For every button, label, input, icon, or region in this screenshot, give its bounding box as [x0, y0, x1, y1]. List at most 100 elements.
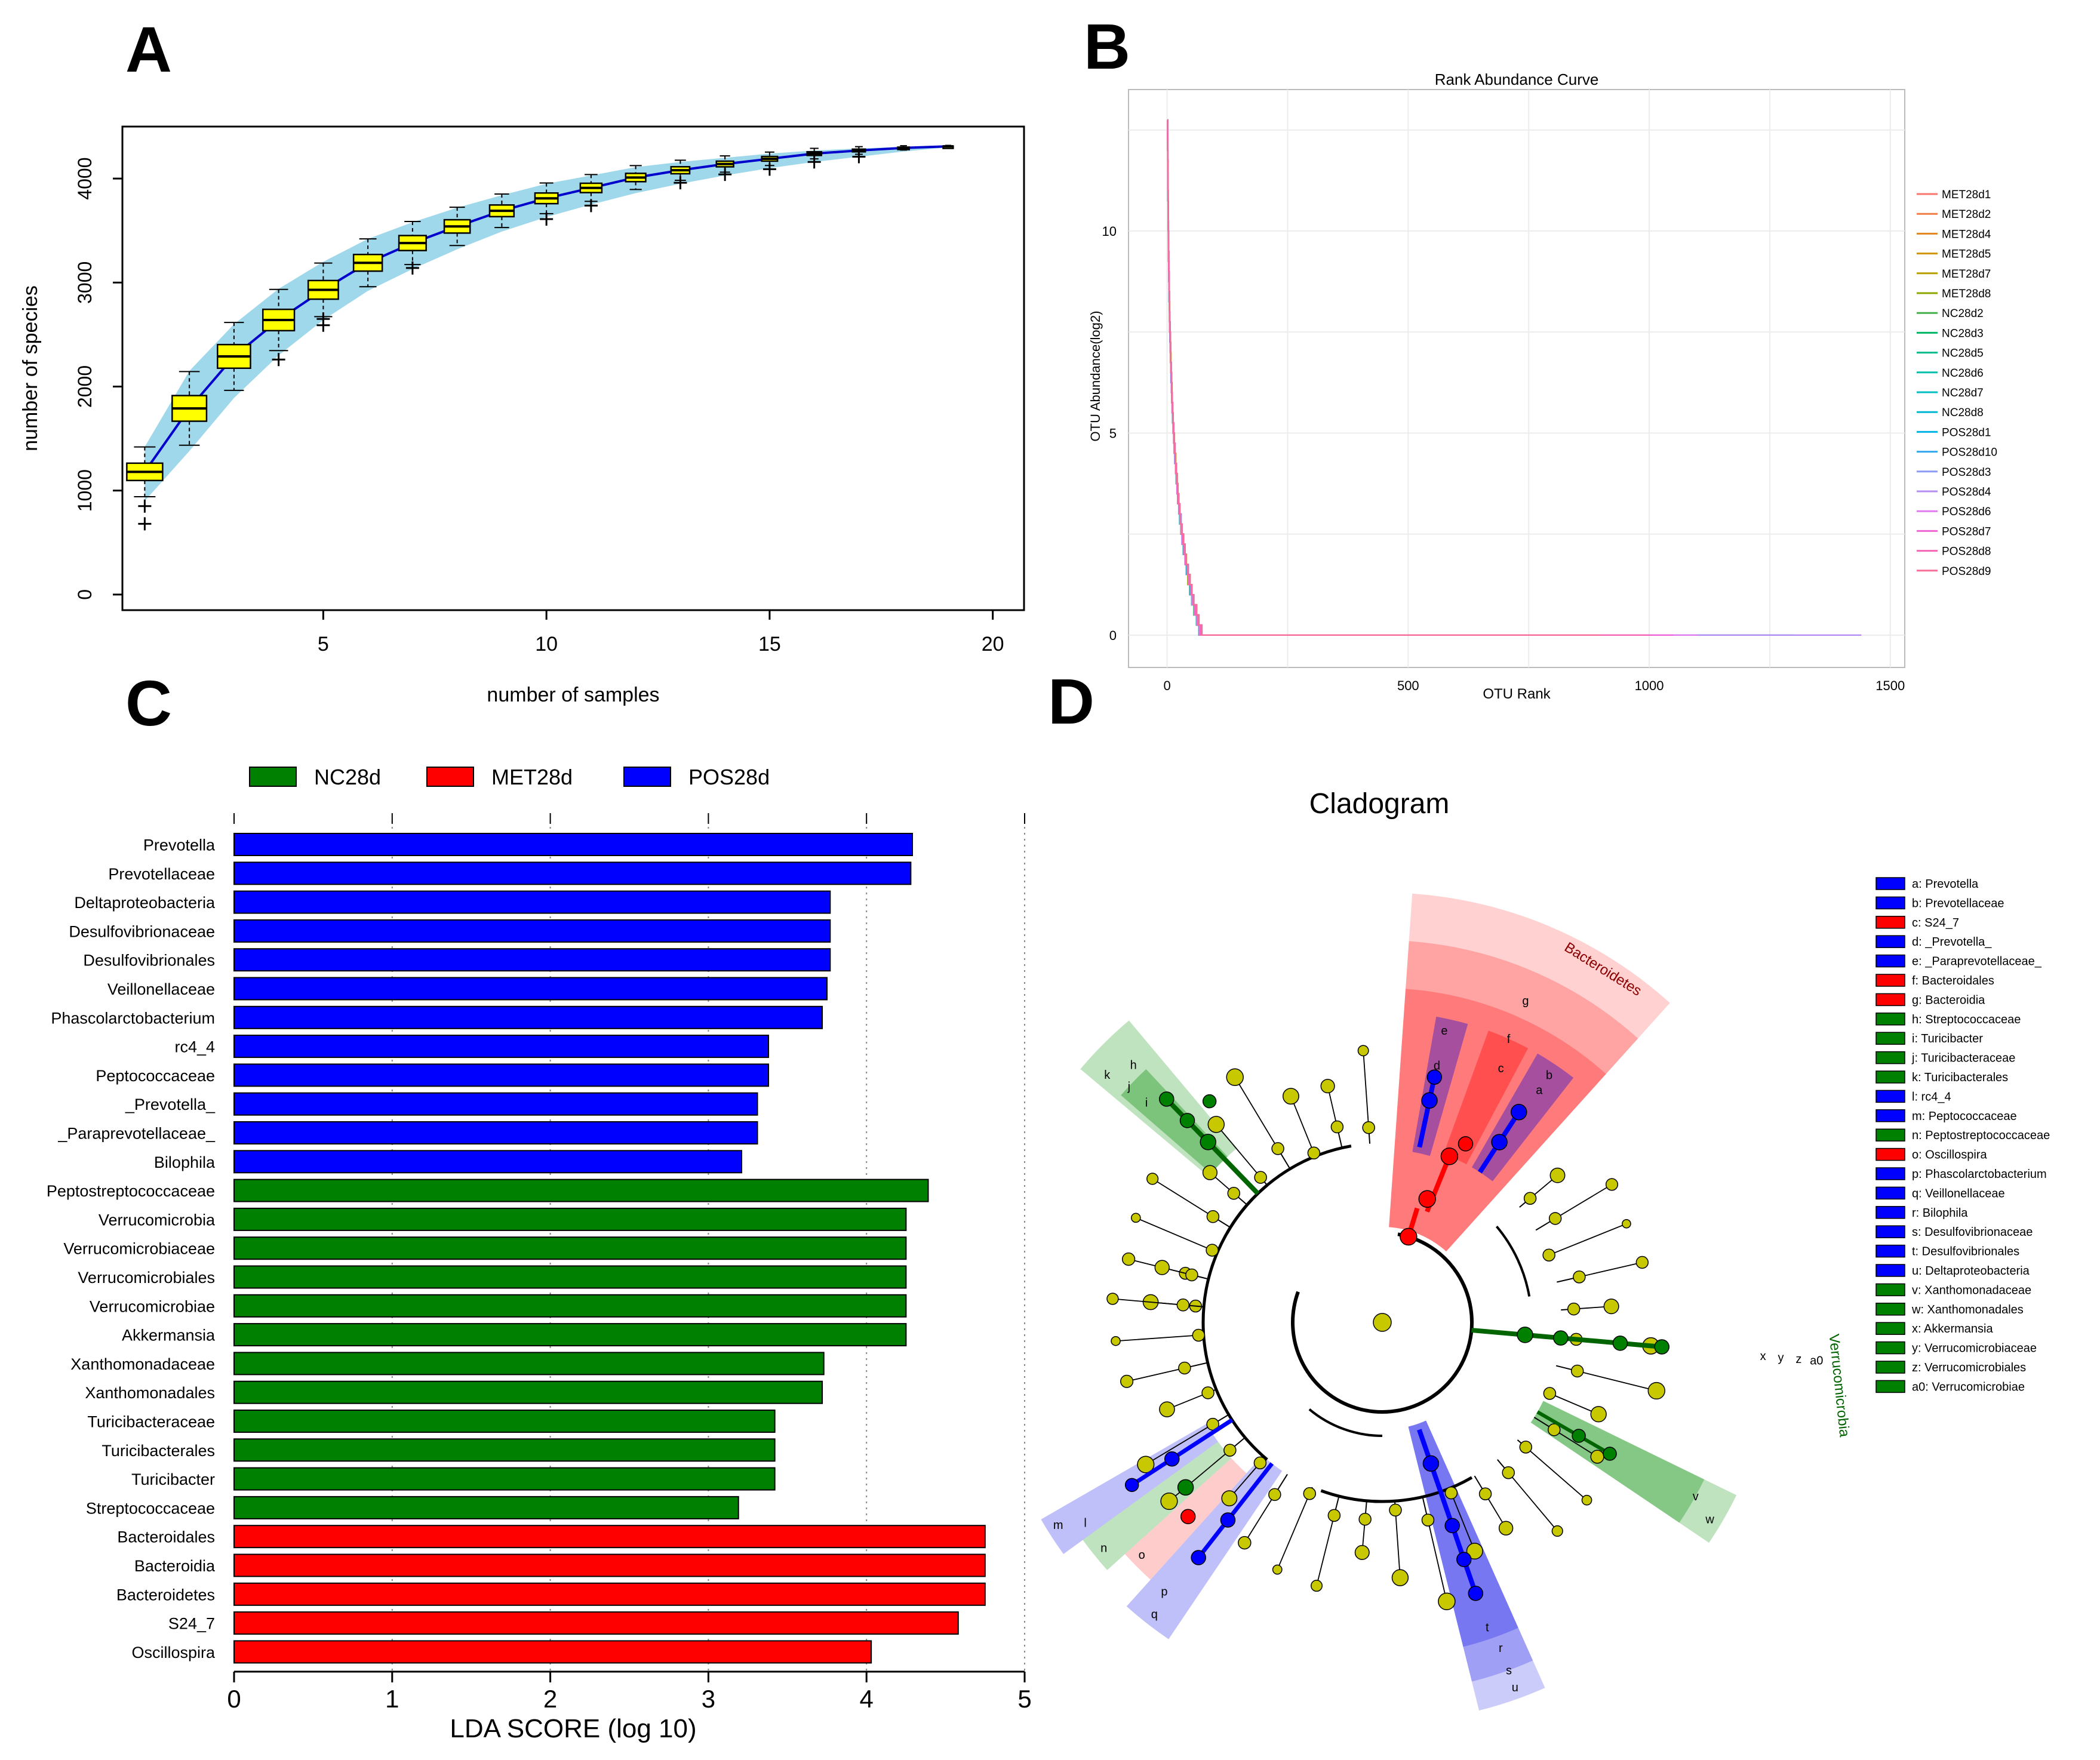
lda-bar [233, 833, 913, 856]
panel-a-xtick-label: 5 [318, 633, 329, 656]
legend-label: a0: Verrucomicrobiae [1912, 1380, 2025, 1393]
tree-branch [1363, 1050, 1370, 1128]
lda-bar [233, 1380, 823, 1404]
tree-leaf [1111, 1336, 1121, 1346]
tree-leaf [1121, 1252, 1136, 1266]
tree-branch [1316, 1515, 1335, 1586]
legend-swatch [1875, 1032, 1905, 1045]
tree-branch [1549, 1393, 1599, 1415]
lda-bar [233, 1150, 743, 1174]
clade-letter-label: m [1053, 1519, 1063, 1532]
legend-label: p: Phascolarctobacterium [1912, 1168, 2047, 1181]
legend-label: d: _Prevotella_ [1912, 936, 1992, 949]
panel-a-frame [121, 125, 1025, 611]
legend-label: z: Verrucomicrobiales [1912, 1361, 2026, 1374]
clade-letter-label: o [1139, 1549, 1145, 1562]
lda-bar [233, 1553, 986, 1577]
lda-category-label: Turicibacter [131, 1470, 215, 1488]
tree-node [1542, 1248, 1555, 1261]
legend-label: NC28d2 [1942, 307, 1984, 320]
legend-label: h: Streptococcaceae [1912, 1013, 2021, 1026]
tree-leaf [1438, 1592, 1456, 1611]
legend-label: u: Deltaproteobacteria [1912, 1264, 2030, 1278]
lda-bar [233, 1035, 770, 1059]
legend-label: MET28d [491, 765, 573, 789]
tree-leaf [1320, 1079, 1335, 1094]
tree-leaf [1272, 1564, 1283, 1575]
legend-swatch [1875, 993, 1905, 1007]
tree-leaf [1154, 1260, 1170, 1275]
legend-label: v: Xanthomonadaceae [1912, 1284, 2031, 1297]
tree-leaf [1226, 1068, 1244, 1087]
outlier-marker [807, 155, 821, 169]
panel-a-xtick-label: 20 [982, 633, 1004, 656]
clade-node-w [1572, 1429, 1586, 1443]
panel-d-legend: a: Prevotella b: Prevotellaceae c: S24_7 d:… [1875, 877, 2050, 1393]
tree-leaf [1354, 1544, 1370, 1560]
lda-category-label: Bacteroidetes [116, 1586, 215, 1604]
tree-branch [1112, 1298, 1183, 1306]
legend-swatch [1875, 935, 1905, 948]
tree-leaf [1590, 1406, 1607, 1423]
tree-node [1389, 1503, 1402, 1517]
legend-swatch [1875, 974, 1905, 987]
panel-d-title: Cladogram [1309, 788, 1450, 820]
rarefaction-box [352, 238, 383, 288]
lda-bar [233, 1352, 825, 1376]
tree-branch [1234, 1076, 1278, 1149]
panel-b-xlabel: OTU Rank [1483, 686, 1551, 702]
lda-category-label: Prevotellaceae [108, 865, 215, 883]
clade-letter-label: z [1795, 1353, 1801, 1366]
tree-node [1478, 1487, 1492, 1500]
clade-node-bacteroidales [1440, 1147, 1459, 1165]
legend-swatch [1875, 1109, 1905, 1122]
tree-branch [1548, 1223, 1627, 1256]
tree-leaf [1635, 1256, 1649, 1269]
panel-b-legend: MET28d1 MET28d2 MET28d4 MET28d5 MET28d7 MET28… [1917, 189, 1997, 578]
lda-category-label: Verrucomicrobiae [90, 1297, 215, 1315]
clade-node-p [1191, 1550, 1206, 1565]
clade-node-a [1510, 1104, 1527, 1121]
legend-swatch [1875, 877, 1905, 890]
legend-swatch [1875, 896, 1905, 910]
clade-node-bacteroidetes [1400, 1227, 1418, 1246]
legend-swatch [1875, 1283, 1905, 1297]
lda-category-label: Oscillospira [131, 1644, 216, 1661]
clade-node-h [1202, 1094, 1217, 1109]
legend-label: f: Bacteroidales [1912, 974, 1994, 987]
clade-node-i [1159, 1091, 1174, 1107]
legend-label: x: Akkermansia [1912, 1322, 1993, 1336]
panel-c-xtick-label: 4 [860, 1685, 874, 1713]
legend-label: k: Turicibacterales [1912, 1071, 2008, 1084]
tree-node [1543, 1387, 1557, 1400]
panel-c-xtick-label: 1 [385, 1685, 399, 1713]
clade-letter-label: b [1546, 1069, 1552, 1082]
tree-branch [1450, 1493, 1475, 1552]
lda-bar [233, 1323, 907, 1347]
legend-label: j: Turicibacteraceae [1911, 1052, 2015, 1065]
legend-label: s: Desulfovibrionaceae [1912, 1226, 2033, 1239]
legend-label: MET28d8 [1942, 288, 1991, 300]
tree-node [1421, 1513, 1435, 1527]
clade-node-r [1468, 1586, 1484, 1601]
legend-swatch [1875, 1090, 1905, 1103]
lda-category-label: Xanthomonadales [85, 1384, 215, 1402]
legend-label: w: Xanthomonadales [1911, 1303, 2024, 1316]
tree-branch [1554, 1429, 1598, 1457]
rarefaction-box [171, 371, 208, 446]
tree-leaf [1221, 1490, 1238, 1507]
legend-label: e: _Paraprevotellaceae_ [1912, 955, 2042, 968]
rarefaction-box [488, 193, 515, 229]
tree-branch [1555, 1184, 1612, 1219]
sector-bacteroidales [1389, 989, 1606, 1252]
tree-branch [1169, 1450, 1231, 1502]
rarefaction-box [579, 174, 603, 202]
panel-b-axes: 0 500 1000 1500 0 5 10 [1102, 224, 1905, 693]
panel-b-ytick-label: 10 [1102, 224, 1117, 239]
clade-node-y [1612, 1336, 1628, 1351]
cladogram-tree [1106, 1045, 1669, 1611]
clade-path-rc4-4 [1130, 1418, 1234, 1487]
panel-b-frame [1128, 89, 1905, 668]
clade-letter-label: g [1522, 995, 1529, 1008]
sector-label-verrucomicrobia: Verrucomicrobia [1826, 1333, 1853, 1438]
